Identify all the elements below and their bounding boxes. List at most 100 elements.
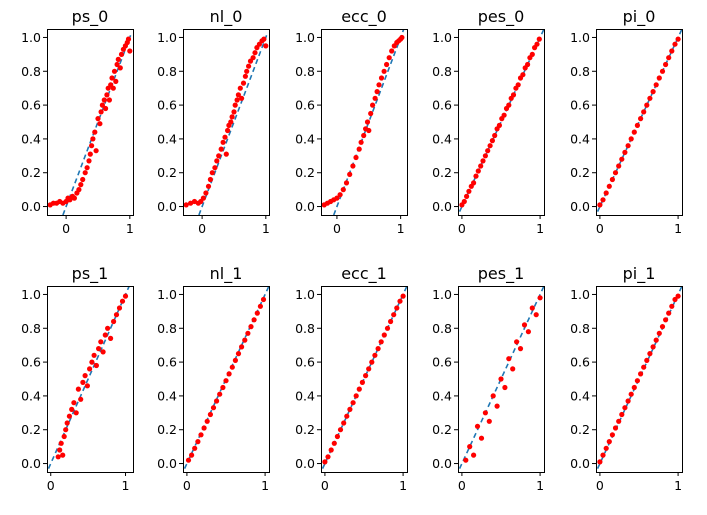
y-tick-label: 1.0: [157, 30, 177, 45]
data-point: [109, 75, 115, 81]
y-tick-label: 1.0: [570, 287, 590, 302]
data-point: [619, 411, 625, 418]
data-point: [659, 324, 666, 330]
data-point: [334, 433, 340, 440]
data-point: [86, 158, 92, 164]
x-tick-label: 1: [262, 221, 270, 236]
data-point: [89, 143, 95, 149]
data-point: [250, 55, 256, 61]
data-point: [510, 92, 517, 98]
x-tick-label: 1: [399, 478, 407, 493]
data-point: [226, 371, 232, 377]
data-point: [525, 61, 531, 68]
data-point: [656, 330, 662, 336]
data-point: [616, 418, 622, 424]
data-point: [96, 346, 102, 352]
data-point: [622, 149, 628, 155]
data-point: [78, 396, 84, 402]
y-tick-label: 0.6: [570, 355, 590, 370]
y-tick-label: 0.2: [570, 422, 590, 437]
data-point: [118, 51, 125, 58]
data-point: [101, 97, 107, 103]
data-point: [466, 188, 472, 194]
plot-area: [458, 286, 544, 469]
data-point: [372, 95, 378, 101]
data-point: [475, 168, 481, 174]
plot-area: [596, 286, 682, 469]
y-tick-label: 0.4: [295, 131, 315, 146]
plot-area: [596, 29, 682, 212]
data-point: [368, 110, 374, 117]
data-point: [647, 351, 653, 357]
data-point: [239, 344, 245, 350]
subplot-title: ps_0: [72, 7, 109, 27]
data-point: [331, 440, 337, 446]
data-point: [609, 176, 616, 183]
subplot-ps_0: 0.0 0.2 0.4 0.6 0.8 1.0 0 1 ps_0: [21, 7, 134, 236]
y-tick-label: 1.0: [295, 30, 315, 45]
data-point: [235, 351, 242, 357]
data-point: [370, 102, 376, 108]
data-point: [63, 427, 69, 433]
data-point: [254, 310, 260, 316]
data-point: [480, 158, 486, 164]
x-tick-label: 1: [397, 221, 405, 236]
data-point: [260, 296, 267, 303]
x-tick-label: 0: [458, 478, 466, 493]
data-point: [341, 420, 347, 426]
data-point: [116, 305, 123, 311]
data-point: [203, 190, 209, 196]
data-point: [672, 296, 678, 303]
data-point: [183, 202, 189, 208]
data-point: [106, 97, 112, 103]
data-point: [369, 359, 375, 365]
subplot-title: pes_0: [478, 7, 525, 27]
data-point: [248, 324, 254, 330]
y-tick-label: 0.6: [295, 98, 315, 113]
data-point: [609, 432, 616, 438]
data-point: [214, 398, 220, 404]
data-point: [650, 344, 656, 350]
axes-frame: [458, 286, 545, 473]
data-point: [638, 371, 644, 377]
x-tick-label: 0: [321, 478, 329, 493]
plot-area: [321, 286, 407, 469]
data-point: [78, 182, 84, 188]
data-point: [638, 116, 644, 122]
data-point: [61, 433, 67, 440]
data-point: [600, 452, 606, 458]
subplot-title: pi_0: [623, 7, 656, 27]
data-point: [625, 398, 631, 404]
data-point: [490, 393, 496, 399]
data-point: [242, 73, 248, 79]
data-point: [89, 359, 95, 365]
y-tick-label: 0.0: [157, 456, 177, 471]
data-point: [536, 36, 542, 42]
data-point: [337, 192, 343, 198]
data-point: [467, 444, 473, 450]
data-point: [666, 55, 672, 61]
y-tick-label: 0.8: [21, 321, 41, 336]
data-point: [111, 318, 117, 325]
data-point: [663, 317, 669, 323]
y-tick-label: 0.2: [21, 422, 41, 437]
data-point: [347, 171, 353, 177]
y-tick-label: 0.0: [157, 199, 177, 214]
data-point: [374, 89, 380, 95]
data-point: [478, 163, 484, 169]
data-point: [185, 457, 192, 463]
y-tick-label: 0.6: [432, 98, 452, 113]
data-point: [474, 423, 481, 429]
data-point: [57, 447, 63, 453]
data-point: [350, 163, 356, 169]
data-point: [666, 310, 672, 316]
data-point: [663, 61, 669, 68]
x-tick-label: 1: [536, 478, 544, 493]
data-point: [364, 119, 371, 125]
data-point: [597, 459, 603, 465]
data-point: [110, 85, 116, 91]
data-point: [207, 176, 213, 183]
plot-area: [47, 286, 131, 469]
data-point: [87, 366, 93, 372]
data-point: [675, 293, 681, 299]
